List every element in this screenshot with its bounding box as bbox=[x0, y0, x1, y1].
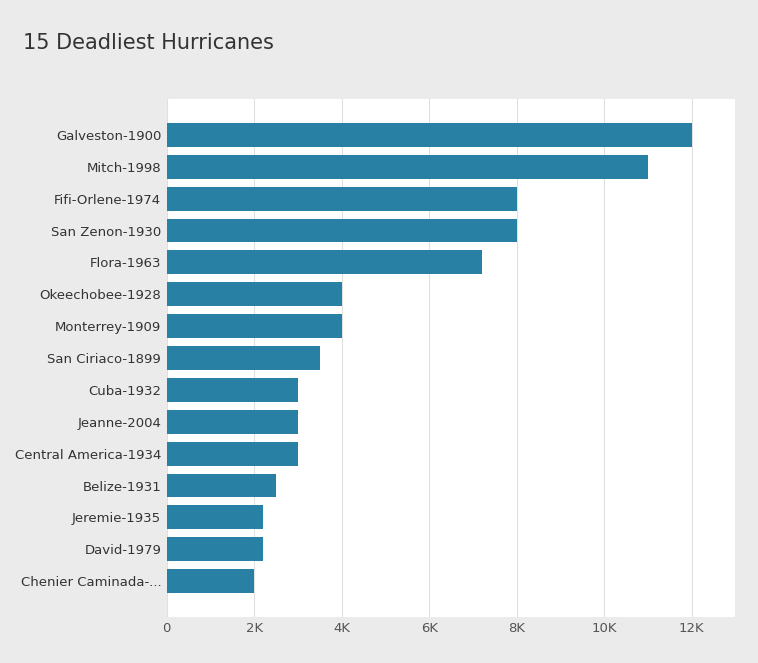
Text: 15 Deadliest Hurricanes: 15 Deadliest Hurricanes bbox=[23, 33, 274, 53]
Bar bbox=[167, 187, 517, 211]
Bar bbox=[167, 219, 517, 243]
Bar bbox=[167, 251, 481, 274]
Bar bbox=[167, 314, 342, 338]
Bar bbox=[167, 378, 298, 402]
Bar bbox=[167, 473, 276, 497]
Bar bbox=[167, 537, 263, 561]
Bar bbox=[167, 282, 342, 306]
Bar bbox=[167, 410, 298, 434]
Bar bbox=[167, 123, 691, 147]
Bar bbox=[167, 346, 320, 370]
Bar bbox=[167, 155, 648, 179]
Bar bbox=[167, 569, 254, 593]
Bar bbox=[167, 505, 263, 529]
Bar bbox=[167, 442, 298, 465]
